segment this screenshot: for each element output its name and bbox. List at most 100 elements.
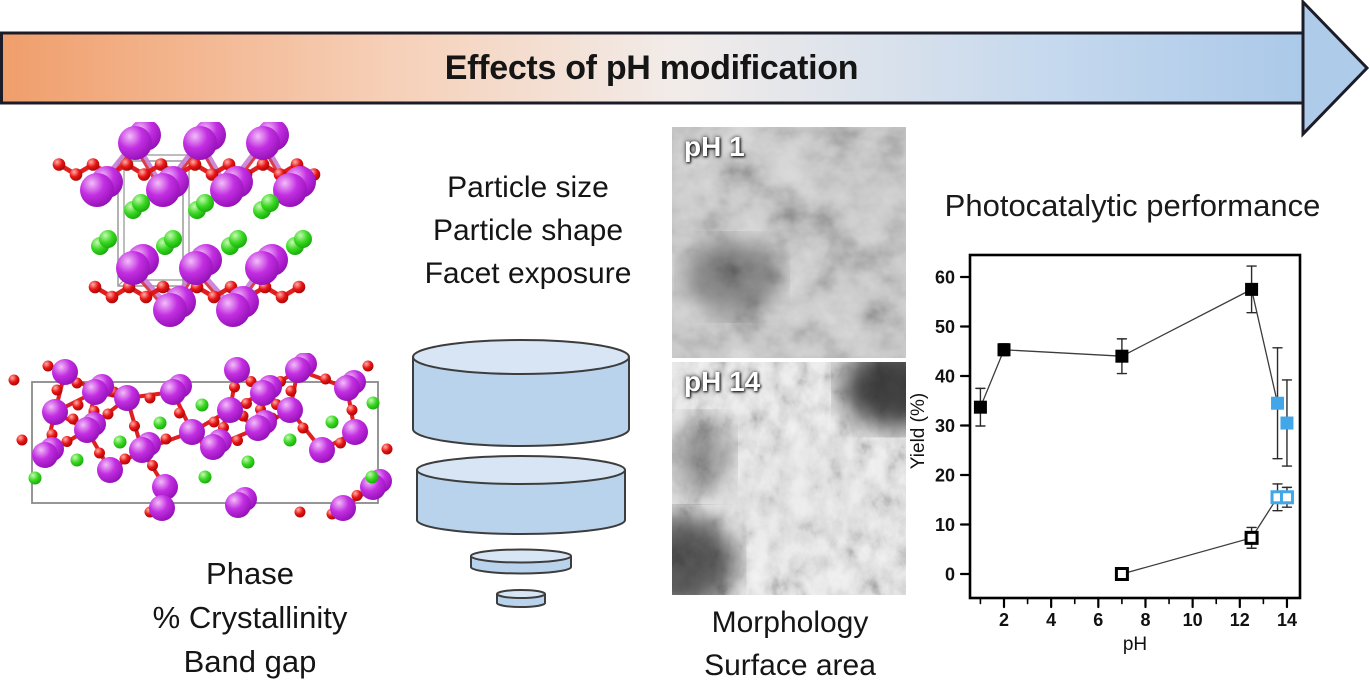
x-tick-label: 14 (1277, 610, 1297, 630)
disc-large (412, 357, 630, 447)
metal-atom (74, 417, 100, 443)
x-tick-label: 12 (1230, 610, 1250, 630)
metal-atom (225, 492, 251, 518)
caption-line: % Crystallinity (152, 600, 348, 635)
oxygen-atom (208, 416, 220, 428)
metal-atom (210, 173, 244, 207)
y-tick-label: 0 (945, 565, 955, 585)
unit-cell-outline (31, 381, 379, 504)
oxygen-atom (241, 398, 252, 409)
sem-image-ph14: pH 14 (672, 362, 906, 595)
ion-atom (195, 398, 209, 412)
y-tick-label: 50 (935, 317, 955, 337)
ion-atom (366, 396, 380, 410)
disc-tiny-top (496, 589, 546, 599)
x-tick-label: 8 (1140, 610, 1150, 630)
ion-atom (198, 470, 212, 484)
metal-atom (97, 457, 123, 483)
metal-atom (153, 293, 187, 327)
oxygen-atom (297, 422, 309, 434)
oxygen-atom (8, 374, 20, 386)
caption-line: Morphology (711, 606, 869, 639)
ion-atom (261, 194, 279, 212)
marker-yield-open-black (1244, 530, 1259, 545)
arrow-head (1301, 0, 1370, 138)
ion-atom (164, 230, 182, 248)
marker-yield-filled-blue (1271, 396, 1285, 410)
metal-atom (116, 251, 150, 285)
caption-line: Surface area (704, 649, 876, 682)
yield-vs-ph-plot: 0 10 20 30 40 50 60 2 4 6 8 10 12 14 Yield (%) pH (908, 253, 1302, 655)
metal-atom (342, 419, 368, 445)
metal-atom (149, 495, 175, 521)
disc-small-top (470, 548, 572, 564)
sem-texture-ph14 (672, 362, 906, 595)
oxygen-atom (229, 381, 240, 393)
ion-atom (132, 194, 150, 212)
oxygen-atom (16, 434, 28, 446)
ion-atom (113, 435, 127, 449)
oxygen-atom (275, 290, 289, 304)
oxygen-atom (137, 168, 151, 181)
oxygen-atom (46, 429, 58, 440)
sem-texture-ph1 (672, 127, 906, 358)
metal-atom (52, 359, 78, 385)
sem-label-ph14: pH 14 (684, 366, 761, 397)
marker-yield-open-blue (1279, 490, 1294, 505)
x-tick-label: 6 (1093, 610, 1103, 630)
x-tick-label: 2 (999, 610, 1009, 630)
metal-atom (129, 437, 155, 463)
disordered-crystal-structure (8, 353, 393, 521)
particle-size-discs (412, 339, 630, 608)
metal-atom (245, 251, 279, 285)
oxygen-atom (207, 290, 221, 304)
metal-atom (179, 251, 213, 285)
ion-atom (229, 230, 247, 248)
oxygen-atom (69, 168, 83, 181)
oxygen-atom (160, 433, 172, 445)
oxygen-atom (120, 158, 134, 171)
gradient-arrow (0, 0, 1370, 138)
y-tick-label: 60 (935, 268, 955, 288)
marker-yield-filled-blue (1280, 416, 1294, 430)
oxygen-atom (205, 168, 219, 181)
x-axis-label: pH (1123, 634, 1147, 655)
sem-label-ph1: pH 1 (684, 131, 745, 162)
ion-atom (325, 415, 339, 429)
caption-line: Particle size (447, 171, 609, 204)
metal-atom (217, 397, 243, 423)
sem-caption: Morphology Surface area (655, 601, 925, 687)
sem-image-ph1: pH 1 (672, 127, 906, 358)
metal-atom (250, 380, 276, 406)
metal-atom (32, 442, 58, 468)
y-tick-label: 10 (935, 515, 955, 535)
ion-atom (294, 230, 312, 248)
metal-atom (330, 495, 356, 521)
marker-yield-filled-black (997, 343, 1011, 357)
metal-atom (224, 357, 250, 383)
oxygen-atom (346, 404, 358, 416)
disc-medium-top (416, 455, 626, 485)
oxygen-atom (294, 506, 306, 518)
oxygen-atom (129, 420, 140, 432)
caption-line: Band gap (183, 644, 317, 679)
oxygen-atom (88, 280, 102, 294)
oxygen-atom (256, 158, 270, 171)
unit-cell-outline (123, 154, 190, 281)
oxygen-atom (72, 399, 84, 411)
x-tick-label: 10 (1183, 610, 1203, 630)
ion-atom (153, 416, 167, 430)
metal-atom (82, 379, 108, 405)
oxygen-atom (61, 436, 73, 447)
marker-yield-open-black (1114, 567, 1129, 581)
connector-line (979, 288, 1279, 408)
marker-yield-filled-black (1115, 349, 1129, 363)
plot-frame (968, 253, 1302, 600)
caption-line: Particle shape (432, 214, 624, 247)
oxygen-atom (119, 453, 131, 465)
ion-atom (196, 194, 214, 212)
metal-atom (118, 126, 152, 160)
metal-atom (200, 434, 226, 460)
y-tick-label: 20 (935, 466, 955, 486)
